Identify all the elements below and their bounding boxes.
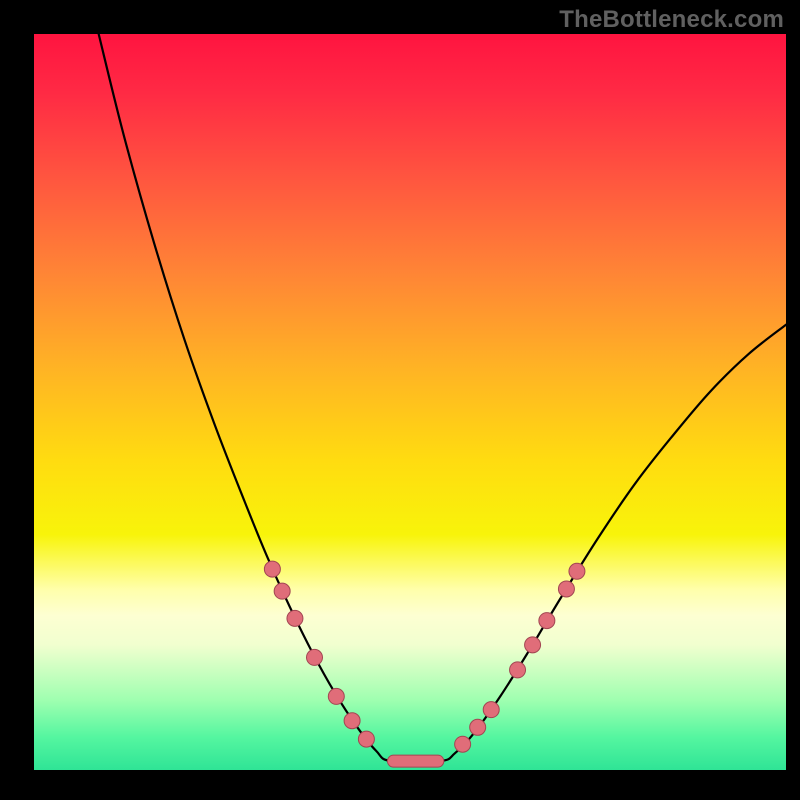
watermark-text: TheBottleneck.com	[559, 6, 784, 34]
curve-layer	[34, 34, 786, 770]
data-marker	[470, 719, 486, 735]
data-marker	[510, 662, 526, 678]
data-marker	[558, 581, 574, 597]
data-marker	[328, 688, 344, 704]
data-marker	[274, 583, 290, 599]
data-marker	[539, 613, 555, 629]
data-marker	[569, 563, 585, 579]
data-marker	[525, 637, 541, 653]
data-marker	[358, 731, 374, 747]
data-marker	[287, 610, 303, 626]
data-marker	[483, 702, 499, 718]
data-marker	[344, 713, 360, 729]
plot-area	[34, 34, 786, 770]
flat-segment-marker	[387, 755, 443, 767]
bottleneck-curve	[99, 34, 786, 762]
data-marker	[264, 561, 280, 577]
data-marker	[307, 649, 323, 665]
data-marker	[455, 736, 471, 752]
